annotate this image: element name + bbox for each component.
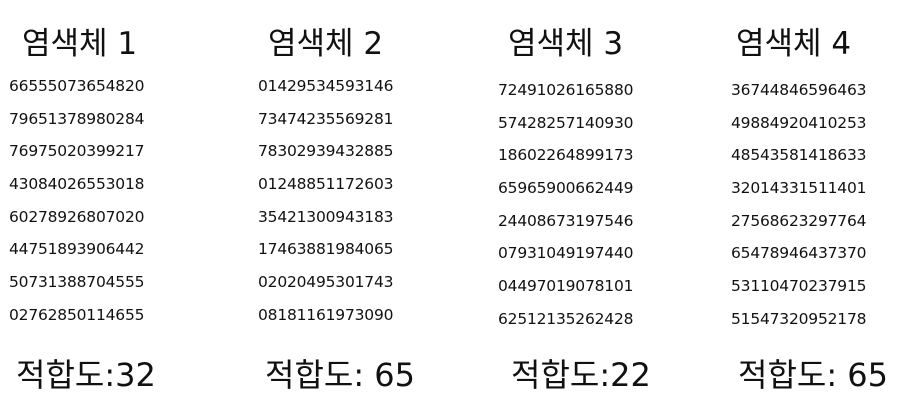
gene-string: 17463881984065	[258, 240, 394, 259]
gene-string: 66555073654820	[9, 77, 145, 95]
gene-string: 01429534593146	[258, 77, 394, 95]
gene-string: 76975020399217	[9, 142, 145, 161]
gene-string: 32014331511401	[731, 179, 867, 198]
fitness-score: 적합도: 65	[738, 356, 888, 394]
gene-string: 18602264899173	[498, 146, 634, 165]
gene-string: 73474235569281	[258, 109, 394, 128]
chromosome-title: 염색체 1	[22, 26, 138, 62]
gene-string: 07931049197440	[498, 244, 634, 263]
chromosome-title: 염색체 3	[508, 26, 624, 62]
gene-string: 65478946437370	[731, 244, 867, 263]
fitness-score: 적합도:22	[511, 356, 651, 394]
gene-string: 53110470237915	[731, 277, 867, 296]
gene-string: 24408673197546	[498, 211, 634, 230]
gene-string: 35421300943183	[258, 207, 394, 226]
gene-string: 48543581418633	[731, 146, 867, 165]
chromosome-title: 염색체 2	[268, 26, 384, 62]
fitness-score: 적합도: 65	[265, 356, 415, 394]
gene-string: 44751893906442	[9, 240, 145, 259]
gene-string: 04497019078101	[498, 277, 634, 296]
gene-string: 43084026553018	[9, 175, 145, 194]
gene-string: 49884920410253	[731, 113, 867, 132]
chromosome-title: 염색체 4	[736, 26, 852, 62]
gene-string: 62512135262428	[498, 309, 634, 328]
gene-string: 60278926807020	[9, 207, 145, 226]
gene-string: 02762850114655	[9, 305, 145, 324]
gene-string: 65965900662449	[498, 179, 634, 198]
gene-list: 66555073654820 79651378980284 7697502039…	[9, 76, 144, 338]
gene-string: 57428257140930	[498, 113, 634, 132]
gene-list: 72491026165880 57428257140930 1860226489…	[498, 80, 633, 342]
gene-list: 01429534593146 73474235569281 7830293943…	[258, 76, 393, 338]
gene-string: 51547320952178	[731, 309, 867, 328]
fitness-score: 적합도:32	[16, 356, 156, 394]
gene-string: 78302939432885	[258, 142, 394, 161]
gene-string: 72491026165880	[498, 81, 634, 99]
gene-string: 27568623297764	[731, 211, 867, 230]
gene-list: 36744846596463 49884920410253 4854358141…	[731, 80, 866, 342]
gene-string: 36744846596463	[731, 81, 867, 99]
gene-string: 50731388704555	[9, 273, 145, 292]
gene-string: 02020495301743	[258, 273, 394, 292]
gene-string: 01248851172603	[258, 175, 394, 194]
gene-string: 79651378980284	[9, 109, 145, 128]
gene-string: 08181161973090	[258, 305, 394, 324]
